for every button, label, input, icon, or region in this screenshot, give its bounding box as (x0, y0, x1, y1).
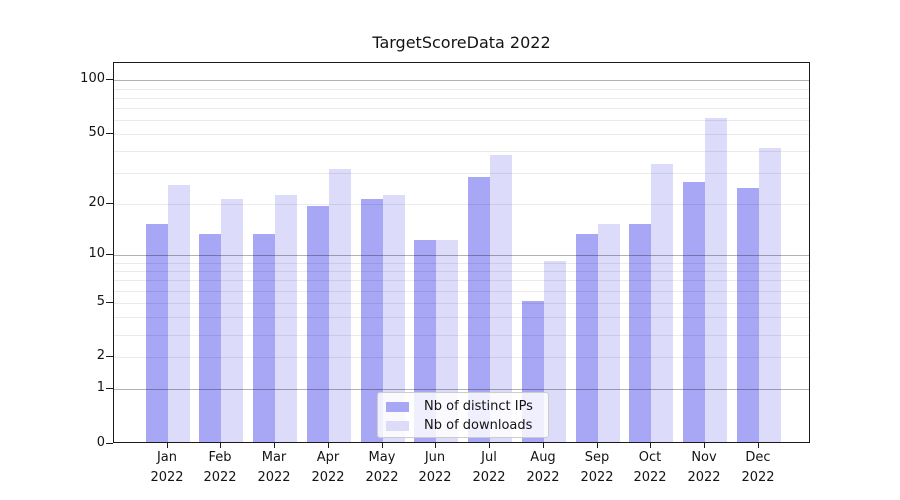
gridline-10 (114, 255, 809, 256)
gridline-3 (114, 335, 809, 336)
x-tick-apr-2022 (328, 443, 329, 448)
x-tick-aug-2022 (543, 443, 544, 448)
gridline-9 (114, 263, 809, 264)
bar-nb-of-downloads-mar-2022 (275, 195, 298, 442)
x-tick-label-dec-2022: Dec 2022 (741, 450, 775, 485)
y-tick-label-5: 5 (96, 294, 105, 309)
gridline-100 (114, 80, 809, 81)
bar-nb-of-downloads-sep-2022 (597, 223, 620, 442)
gridline-80 (114, 98, 809, 99)
y-tick-label-2: 2 (96, 348, 105, 363)
y-tick-50 (106, 133, 113, 134)
bar-nb-of-downloads-nov-2022 (705, 118, 728, 442)
bar-nb-of-distinct-ips-sep-2022 (575, 234, 598, 442)
gridline-70 (114, 108, 809, 109)
y-tick-2 (106, 356, 113, 357)
y-tick-label-10: 10 (88, 246, 105, 261)
x-tick-may-2022 (382, 443, 383, 448)
y-tick-label-20: 20 (88, 195, 105, 210)
y-tick-20 (106, 203, 113, 204)
legend-label-nb-of-downloads: Nb of downloads (424, 418, 533, 433)
bar-nb-of-distinct-ips-dec-2022 (736, 188, 759, 442)
bar-nb-of-distinct-ips-jun-2022 (414, 239, 437, 442)
x-tick-label-mar-2022: Mar 2022 (257, 450, 291, 485)
x-tick-mar-2022 (274, 443, 275, 448)
bar-nb-of-distinct-ips-apr-2022 (306, 206, 329, 442)
bar-nb-of-downloads-feb-2022 (221, 198, 244, 442)
gridline-60 (114, 120, 809, 121)
bar-nb-of-distinct-ips-may-2022 (360, 198, 383, 442)
bar-nb-of-downloads-dec-2022 (758, 147, 781, 442)
y-tick-5 (106, 302, 113, 303)
bar-nb-of-downloads-aug-2022 (543, 260, 566, 442)
x-tick-feb-2022 (220, 443, 221, 448)
bar-nb-of-downloads-apr-2022 (328, 168, 351, 442)
gridline-8 (114, 271, 809, 272)
y-tick-label-50: 50 (88, 125, 105, 140)
x-tick-label-nov-2022: Nov 2022 (687, 450, 721, 485)
x-tick-label-apr-2022: Apr 2022 (311, 450, 345, 485)
x-tick-oct-2022 (650, 443, 651, 448)
bar-nb-of-downloads-jul-2022 (490, 155, 513, 442)
y-tick-1 (106, 388, 113, 389)
gridline-2 (114, 357, 809, 358)
bar-nb-of-distinct-ips-jan-2022 (145, 223, 168, 442)
gridline-90 (114, 89, 809, 90)
x-tick-label-feb-2022: Feb 2022 (203, 450, 237, 485)
gridline-20 (114, 204, 809, 205)
gridline-7 (114, 280, 809, 281)
gridline-50 (114, 134, 809, 135)
y-tick-label-0: 0 (96, 435, 105, 450)
x-tick-nov-2022 (704, 443, 705, 448)
y-tick-label-1: 1 (96, 380, 105, 395)
y-tick-label-100: 100 (80, 71, 105, 86)
x-tick-jan-2022 (167, 443, 168, 448)
gridline-30 (114, 173, 809, 174)
bar-nb-of-distinct-ips-feb-2022 (199, 234, 222, 442)
bar-nb-of-downloads-may-2022 (382, 195, 405, 442)
gridline-4 (114, 317, 809, 318)
legend: Nb of distinct IPs Nb of downloads (377, 392, 549, 438)
legend-item-nb-of-downloads: Nb of downloads (386, 416, 548, 435)
y-tick-0 (106, 443, 113, 444)
gridline-40 (114, 151, 809, 152)
legend-swatch-nb-of-distinct-ips (386, 401, 409, 412)
legend-label-nb-of-distinct-ips: Nb of distinct IPs (424, 399, 533, 414)
bar-nb-of-distinct-ips-mar-2022 (253, 234, 276, 442)
plot-area (113, 62, 810, 443)
bar-nb-of-distinct-ips-jul-2022 (468, 176, 491, 442)
bar-nb-of-distinct-ips-nov-2022 (683, 182, 706, 442)
bar-nb-of-downloads-jan-2022 (167, 185, 190, 442)
x-tick-label-oct-2022: Oct 2022 (633, 450, 667, 485)
y-tick-100 (106, 79, 113, 80)
y-tick-10 (106, 254, 113, 255)
x-tick-label-sep-2022: Sep 2022 (580, 450, 614, 485)
x-tick-jul-2022 (489, 443, 490, 448)
gridline-1 (114, 389, 809, 390)
bar-nb-of-distinct-ips-oct-2022 (629, 223, 652, 442)
x-tick-label-jan-2022: Jan 2022 (150, 450, 184, 485)
gridline-5 (114, 303, 809, 304)
chart-title: TargetScoreData 2022 (372, 33, 551, 52)
legend-swatch-nb-of-downloads (386, 420, 409, 431)
x-tick-label-jul-2022: Jul 2022 (472, 450, 506, 485)
legend-items: Nb of distinct IPs Nb of downloads (386, 397, 548, 435)
bar-nb-of-downloads-oct-2022 (651, 164, 674, 442)
bar-nb-of-downloads-jun-2022 (436, 239, 459, 442)
x-tick-label-aug-2022: Aug 2022 (526, 450, 560, 485)
x-tick-dec-2022 (758, 443, 759, 448)
gridline-6 (114, 291, 809, 292)
x-tick-jun-2022 (435, 443, 436, 448)
x-tick-label-jun-2022: Jun 2022 (418, 450, 452, 485)
x-tick-sep-2022 (597, 443, 598, 448)
x-tick-label-may-2022: May 2022 (365, 450, 399, 485)
legend-item-nb-of-distinct-ips: Nb of distinct IPs (386, 397, 548, 416)
